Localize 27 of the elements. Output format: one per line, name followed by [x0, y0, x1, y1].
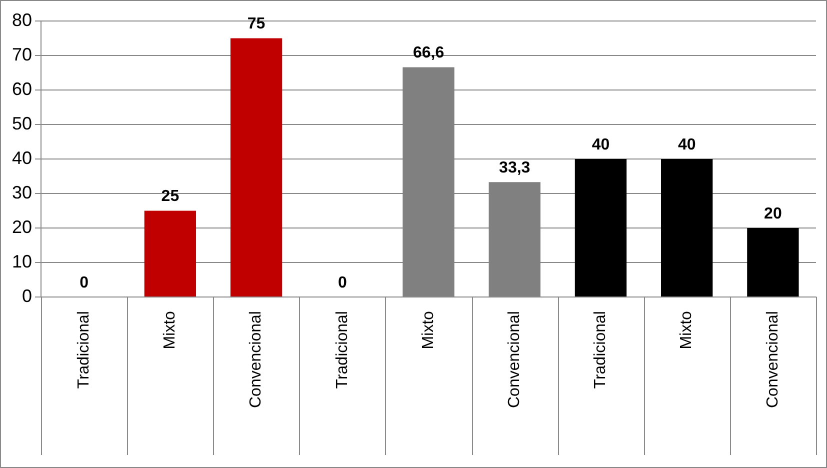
y-tick-label: 20 — [12, 217, 32, 238]
y-tick-label: 40 — [12, 148, 32, 168]
x-tick-label: Tradicional — [75, 311, 92, 389]
x-tick-label: Convencional — [248, 311, 265, 408]
y-tick-label: 0 — [22, 286, 32, 306]
data-label: 0 — [80, 274, 89, 292]
data-label: 33,3 — [499, 160, 530, 177]
x-tick-label: Tradicional — [334, 311, 351, 389]
data-label: 25 — [161, 188, 180, 206]
x-tick-label: Convencional — [506, 311, 524, 408]
x-tick-label: Convencional — [764, 311, 782, 408]
y-tick-label: 50 — [12, 113, 32, 134]
x-tick-label: Tradicional — [592, 311, 610, 389]
y-tick-label: 30 — [12, 182, 32, 202]
y-tick-label: 60 — [12, 78, 32, 99]
x-tick-label: Mixto — [678, 310, 696, 350]
x-tick-label: Mixto — [420, 310, 437, 350]
data-label: 0 — [338, 274, 347, 292]
data-label: 75 — [247, 16, 266, 33]
y-tick-label: 70 — [12, 44, 32, 64]
data-label: 20 — [764, 205, 782, 222]
data-label: 40 — [678, 136, 696, 154]
x-tick-label: Mixto — [162, 310, 179, 350]
y-tick-label: 10 — [12, 252, 32, 272]
data-label: 66,6 — [412, 44, 444, 62]
data-label: 40 — [592, 136, 610, 154]
y-tick-label: 80 — [12, 10, 32, 30]
